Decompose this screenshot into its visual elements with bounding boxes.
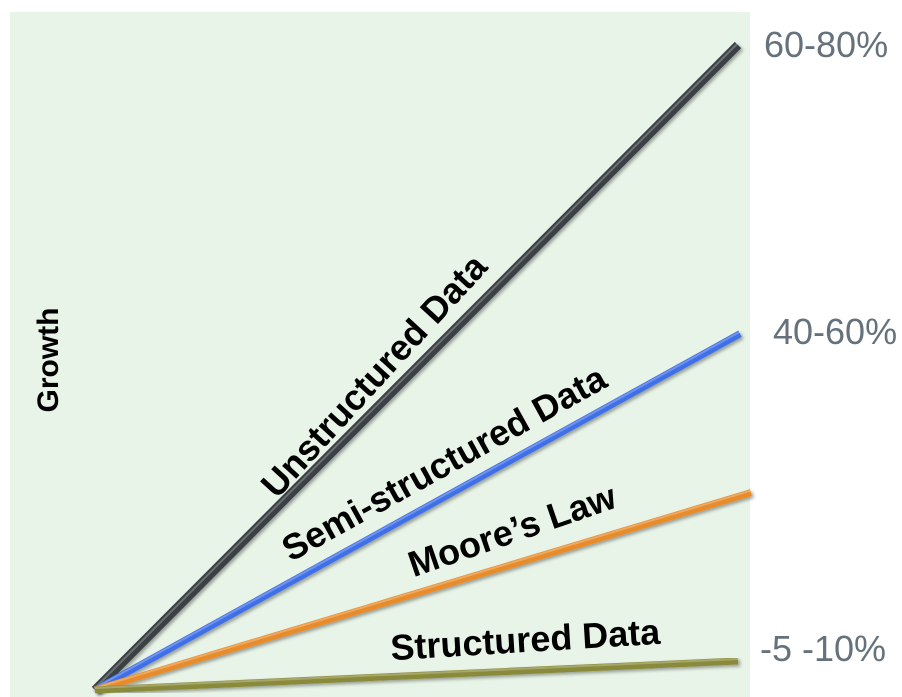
series-highlight-unstructured [94, 42, 739, 689]
series-highlight-semi-structured [94, 330, 741, 689]
plot-background [10, 12, 750, 697]
series-highlight-structured [94, 658, 739, 689]
end-label-semi-structured: 40-60% [773, 311, 897, 352]
series-lines [91, 41, 753, 694]
series-line-unstructured [91, 41, 742, 694]
series-highlight-moores-law [94, 489, 752, 689]
series-line-structured [94, 657, 739, 694]
y-axis-label: Growth [32, 308, 65, 413]
end-label-structured: -5 -10% [760, 628, 886, 669]
series-line-semi-structured [93, 330, 742, 694]
end-label-unstructured: 60-80% [764, 24, 888, 65]
series-line-moores-law [93, 489, 753, 694]
